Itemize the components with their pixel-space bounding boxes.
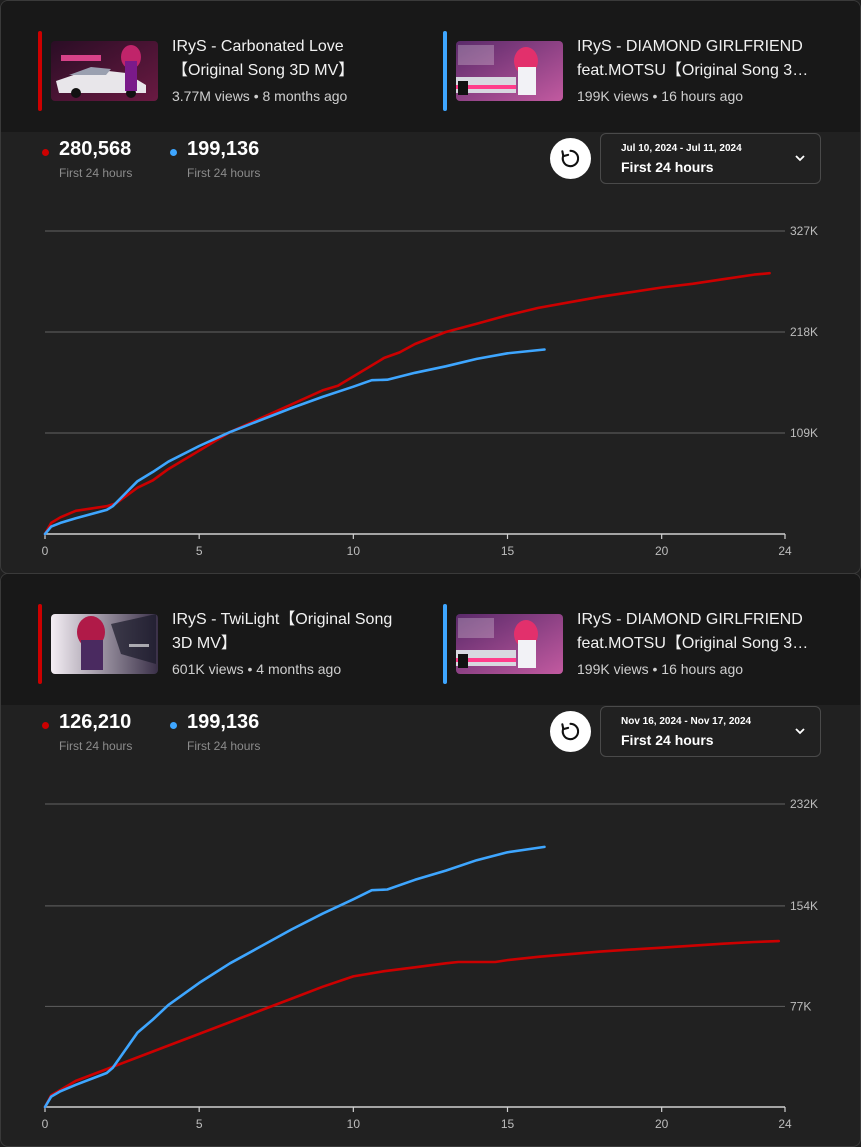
- upload-age: 16 hours ago: [661, 88, 744, 104]
- view-count: 3.77M views: [172, 88, 250, 104]
- video-meta: 199K views • 16 hours ago: [577, 88, 744, 104]
- period-text: First 24 hours: [621, 732, 714, 748]
- date-range-dropdown[interactable]: Nov 16, 2024 - Nov 17, 2024 First 24 hou…: [600, 706, 821, 757]
- video-header: IRyS - Carbonated Love【Original Song 3D …: [1, 1, 860, 132]
- stat-label: First 24 hours: [59, 166, 133, 180]
- stat-label: First 24 hours: [187, 166, 261, 180]
- view-count: 601K views: [172, 661, 244, 677]
- legend-dot-blue: [170, 722, 177, 729]
- series-line-red: [43, 939, 781, 1109]
- video-card-a[interactable]: IRyS - Carbonated Love【Original Song 3D …: [38, 31, 418, 111]
- stat-value: 280,568: [59, 138, 132, 160]
- stat-label: First 24 hours: [187, 739, 261, 753]
- y-tick-label: 77K: [790, 999, 811, 1013]
- video-thumbnail[interactable]: [51, 614, 158, 674]
- video-meta: 199K views • 16 hours ago: [577, 661, 744, 677]
- video-meta: 3.77M views • 8 months ago: [172, 88, 348, 104]
- x-tick-label: 5: [196, 544, 203, 558]
- video-title[interactable]: IRyS - TwiLight【Original Song 3D MV】: [172, 611, 393, 652]
- series-color-bar-blue: [443, 604, 447, 684]
- reset-icon: [561, 722, 580, 741]
- views-line-chart: 109K 218K 327K 0 5 10 15 20 24: [42, 224, 818, 558]
- x-tick-label: 20: [655, 1117, 669, 1131]
- video-thumbnail[interactable]: [51, 41, 158, 101]
- stat-value: 199,136: [187, 138, 260, 160]
- series-color-bar-blue: [443, 31, 447, 111]
- y-tick-label: 218K: [790, 325, 818, 339]
- y-tick-label: 327K: [790, 224, 818, 238]
- video-card-b[interactable]: IRyS - DIAMOND GIRLFRIEND feat.MOTSU【Ori…: [443, 604, 823, 684]
- comparison-panel-2: IRyS - TwiLight【Original Song 3D MV】 601…: [0, 573, 861, 1147]
- stat-label: First 24 hours: [59, 739, 133, 753]
- stat-value: 199,136: [187, 711, 260, 733]
- y-tick-label: 154K: [790, 899, 818, 913]
- x-tick-label: 0: [42, 1117, 49, 1131]
- reset-icon: [561, 149, 580, 168]
- upload-age: 16 hours ago: [661, 661, 744, 677]
- x-tick-label: 5: [196, 1117, 203, 1131]
- legend-dot-red: [42, 722, 49, 729]
- x-tick-label: 24: [778, 544, 792, 558]
- upload-age: 4 months ago: [256, 661, 342, 677]
- x-tick-label: 20: [655, 544, 669, 558]
- date-range-dropdown[interactable]: Jul 10, 2024 - Jul 11, 2024 First 24 hou…: [600, 133, 821, 184]
- y-tick-label: 109K: [790, 426, 818, 440]
- date-range-text: Jul 10, 2024 - Jul 11, 2024: [621, 143, 742, 154]
- video-title[interactable]: IRyS - DIAMOND GIRLFRIEND feat.MOTSU【Ori…: [577, 611, 804, 652]
- legend-dot-blue: [170, 149, 177, 156]
- view-count: 199K views: [577, 661, 649, 677]
- stat-value: 126,210: [59, 711, 132, 733]
- video-title[interactable]: IRyS - Carbonated Love【Original Song 3D …: [172, 38, 355, 79]
- video-title[interactable]: IRyS - DIAMOND GIRLFRIEND feat.MOTSU【Ori…: [577, 38, 804, 79]
- x-tick-label: 10: [347, 1117, 361, 1131]
- series-line-blue: [43, 348, 546, 536]
- y-tick-label: 232K: [790, 797, 818, 811]
- video-header: IRyS - TwiLight【Original Song 3D MV】 601…: [1, 574, 860, 705]
- date-range-text: Nov 16, 2024 - Nov 17, 2024: [621, 716, 752, 727]
- x-tick-label: 0: [42, 544, 49, 558]
- legend-dot-red: [42, 149, 49, 156]
- x-tick-label: 10: [347, 544, 361, 558]
- series-color-bar-red: [38, 604, 42, 684]
- reset-button[interactable]: [550, 138, 591, 179]
- video-thumbnail[interactable]: [456, 614, 563, 674]
- series-color-bar-red: [38, 31, 42, 111]
- series-line-blue: [43, 845, 546, 1109]
- x-tick-label: 15: [501, 1117, 515, 1131]
- chevron-down-icon: [795, 155, 805, 162]
- series-line-red: [43, 271, 771, 536]
- video-thumbnail[interactable]: [456, 41, 563, 101]
- video-card-a[interactable]: IRyS - TwiLight【Original Song 3D MV】 601…: [38, 604, 418, 684]
- views-line-chart: 77K 154K 232K 0 5 10 15 20 24: [42, 797, 818, 1131]
- view-count: 199K views: [577, 88, 649, 104]
- upload-age: 8 months ago: [262, 88, 348, 104]
- video-meta: 601K views • 4 months ago: [172, 661, 342, 677]
- period-text: First 24 hours: [621, 159, 714, 175]
- x-tick-label: 15: [501, 544, 515, 558]
- reset-button[interactable]: [550, 711, 591, 752]
- chevron-down-icon: [795, 728, 805, 735]
- comparison-panel-1: IRyS - Carbonated Love【Original Song 3D …: [0, 0, 861, 574]
- x-tick-label: 24: [778, 1117, 792, 1131]
- video-card-b[interactable]: IRyS - DIAMOND GIRLFRIEND feat.MOTSU【Ori…: [443, 31, 823, 111]
